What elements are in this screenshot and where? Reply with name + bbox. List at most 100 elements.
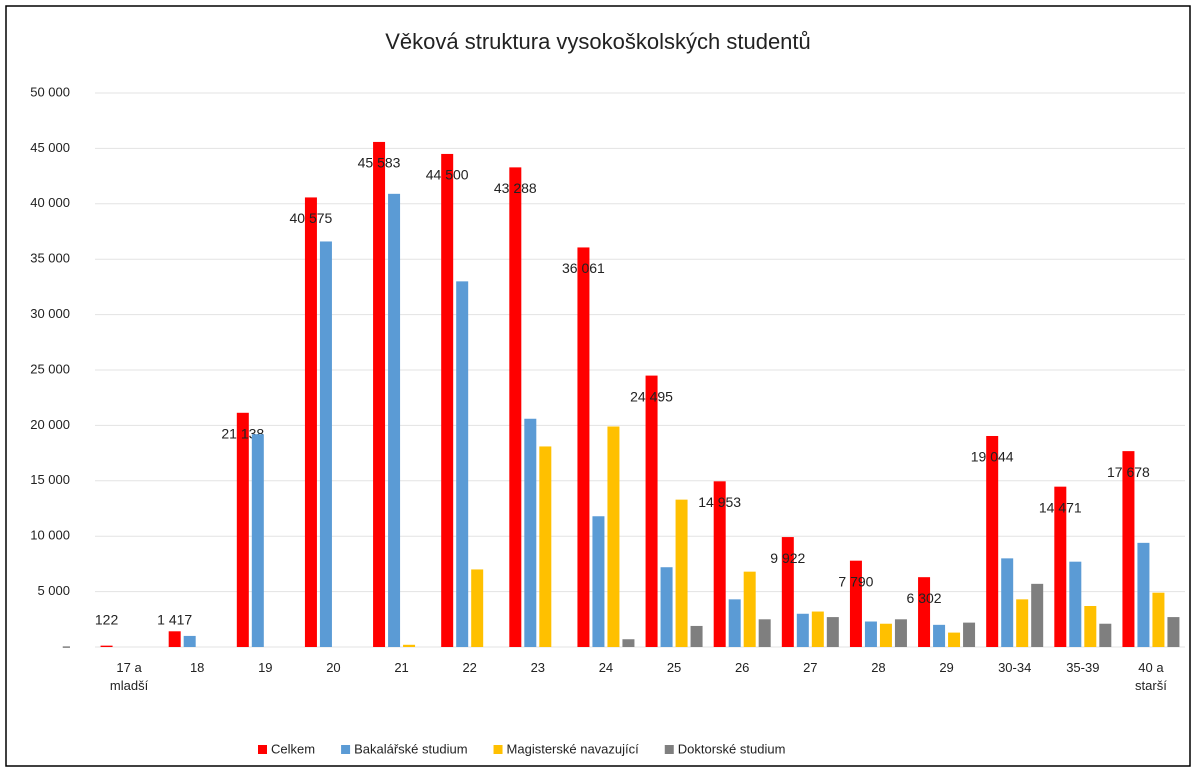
x-tick-label: 18 [189, 660, 205, 675]
chart-frame [5, 5, 1191, 767]
bar [183, 635, 196, 647]
x-tick-label-box: 25 [666, 660, 682, 675]
bar [796, 613, 809, 647]
bar [963, 622, 976, 647]
x-tick-label: 20 [326, 660, 341, 675]
x-tick-label: 25 [666, 660, 682, 675]
data-label: 24 495 [630, 388, 673, 404]
bar [918, 577, 931, 647]
y-tick-label: 10 000 [30, 528, 70, 543]
x-tick-label: 40 a starší [1135, 660, 1167, 693]
bar [1001, 558, 1014, 647]
bar [1137, 542, 1150, 647]
legend-swatch [493, 745, 503, 754]
y-tick-label: 25 000 [30, 361, 70, 376]
bar [592, 516, 605, 647]
bar [1031, 583, 1044, 647]
legend-swatch [258, 745, 267, 754]
bar [1069, 561, 1082, 647]
bar [524, 418, 537, 647]
y-tick-label: 50 000 [30, 84, 70, 99]
bar [849, 560, 862, 647]
legend-label: Celkem [271, 741, 315, 756]
data-label: 14 471 [1039, 499, 1082, 515]
bar [509, 167, 522, 647]
x-tick-label: 24 [598, 660, 614, 675]
y-tick-label: 35 000 [30, 251, 70, 266]
data-label: 44 500 [426, 167, 469, 183]
data-label: 19 044 [971, 449, 1014, 465]
bar [690, 625, 703, 647]
legend-label: Bakalářské studium [354, 741, 467, 756]
x-tick-label-box: 26 [734, 660, 750, 675]
bar [1152, 592, 1165, 647]
bar [713, 481, 726, 647]
data-label: 7 790 [838, 573, 873, 589]
bar [894, 619, 907, 647]
bar [388, 193, 401, 647]
data-label: 9 922 [770, 550, 805, 566]
bar [743, 571, 756, 647]
y-tick-label: 40 000 [30, 195, 70, 210]
bar [1084, 606, 1097, 647]
bar [1099, 623, 1112, 647]
bar [319, 241, 332, 648]
y-tick-label: 15 000 [30, 472, 70, 487]
x-tick-label: 21 [394, 660, 409, 675]
bar [1054, 486, 1067, 647]
x-tick-label-box: 24 [598, 660, 614, 675]
data-label: 17 678 [1107, 464, 1150, 480]
y-tick-label: 5 000 [37, 583, 70, 598]
bar [758, 619, 771, 647]
x-tick-label-box: 20 [326, 660, 341, 675]
x-tick-label-box: 18 [189, 660, 205, 675]
x-tick-label: 29 [939, 660, 954, 675]
x-tick-label: 23 [530, 660, 546, 675]
bar [660, 567, 673, 647]
bar [471, 569, 484, 647]
bar [304, 197, 317, 647]
x-tick-label: 28 [871, 660, 886, 675]
x-tick-label-box: 27 [803, 660, 817, 675]
legend-swatch [664, 745, 674, 754]
bar [864, 621, 877, 647]
x-tick-label-box: 22 [462, 660, 477, 675]
bar [607, 426, 620, 647]
bar [986, 435, 999, 647]
bar [728, 599, 741, 647]
bar [933, 624, 946, 647]
bar [645, 375, 658, 647]
x-tick-label-box: 21 [394, 660, 409, 675]
bar [879, 623, 892, 647]
bar [811, 611, 824, 647]
y-tick-label: 20 000 [30, 417, 70, 432]
x-tick-label-box: 29 [939, 660, 954, 675]
x-tick-label: 30-34 [998, 660, 1032, 675]
bar [826, 617, 839, 647]
data-label: 1 417 [157, 612, 192, 628]
data-label: 14 953 [698, 494, 741, 510]
data-label: 122 [95, 612, 119, 628]
y-tick-label: 45 000 [30, 140, 70, 155]
bar [251, 434, 264, 647]
bar [403, 644, 416, 647]
x-tick-label-box: 28 [871, 660, 886, 675]
x-tick-label: 35-39 [1066, 660, 1100, 675]
legend-label: Magisterské navazující [507, 741, 640, 756]
x-tick-label: 19 [258, 660, 273, 675]
x-tick-label: 22 [462, 660, 477, 675]
x-tick-label-box: 23 [530, 660, 546, 675]
bar [373, 141, 386, 647]
x-tick-label: 17 a mladší [109, 660, 149, 693]
y-tick-label: – [63, 638, 71, 653]
bar [781, 537, 794, 647]
chart-title: Věková struktura vysokoškolských student… [385, 29, 811, 54]
bar [236, 412, 249, 647]
data-label: 6 302 [907, 590, 942, 606]
bar [539, 446, 552, 647]
bar [1122, 451, 1135, 647]
x-tick-label: 26 [734, 660, 750, 675]
bar [100, 645, 113, 647]
bar [168, 631, 181, 647]
